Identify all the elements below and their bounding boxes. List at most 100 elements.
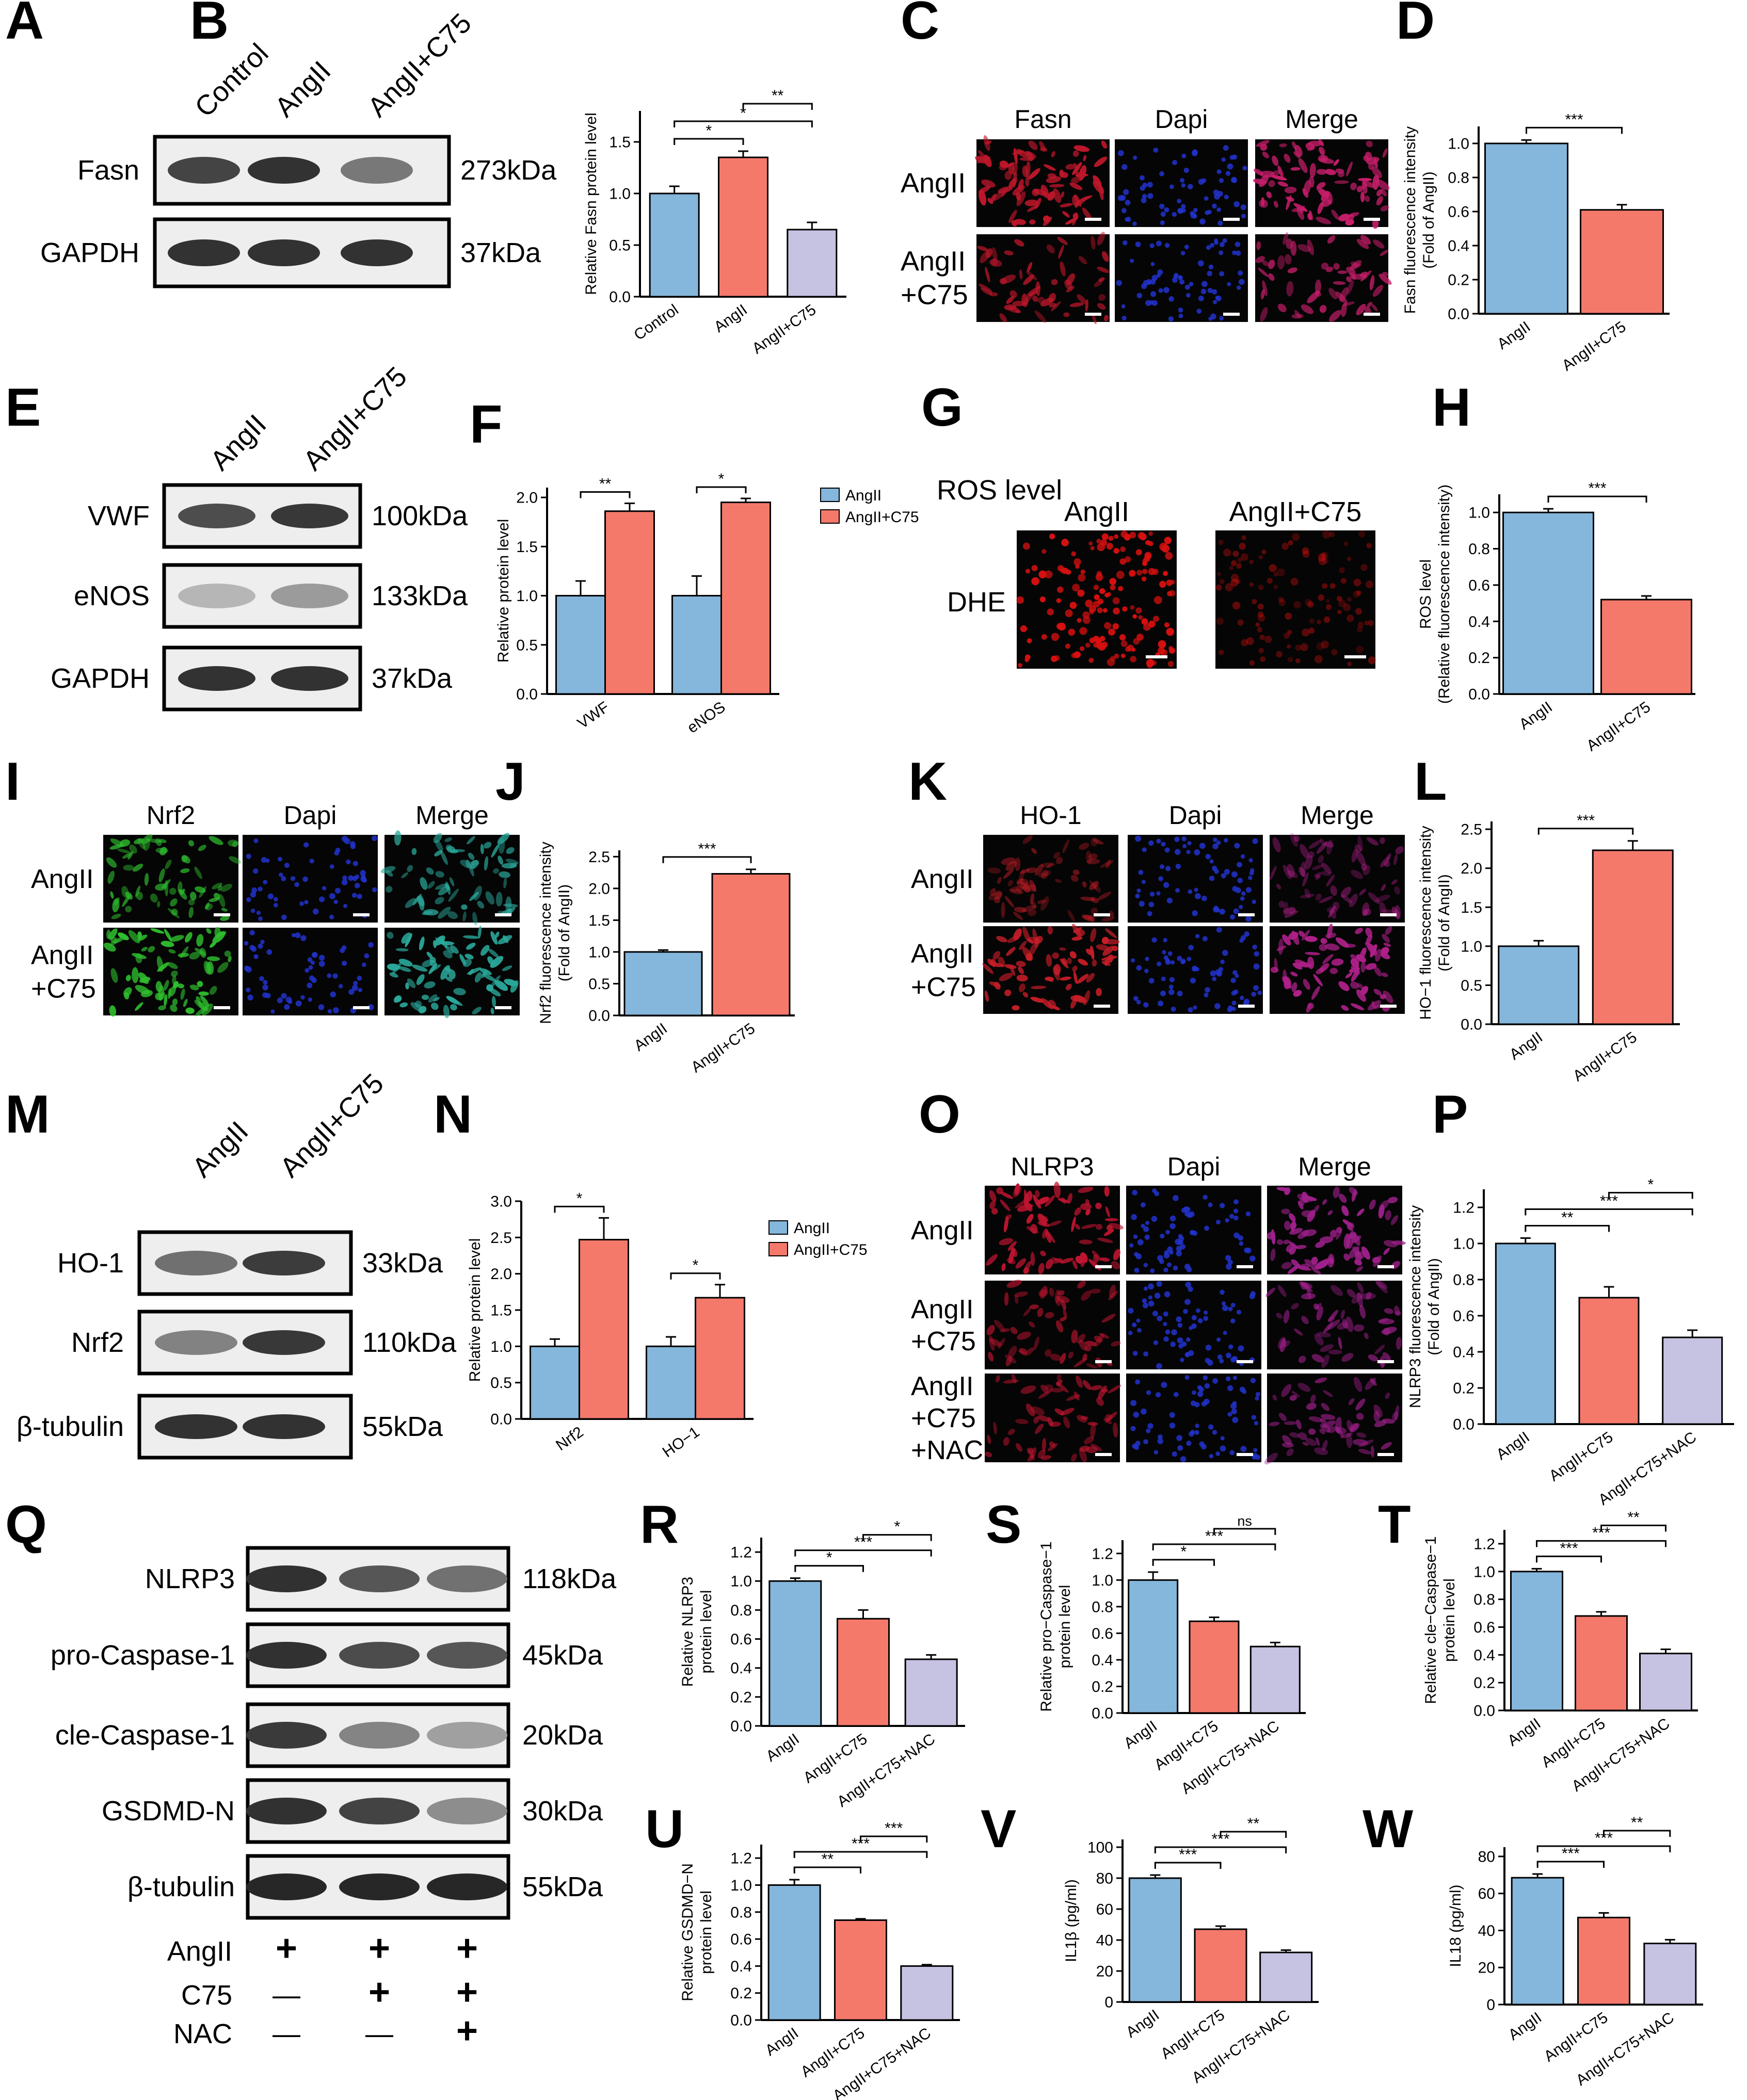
cell-nucleus [334, 850, 340, 856]
cell-nucleus [1130, 1426, 1136, 1431]
y-axis-label: Relative NLRP3 [679, 1577, 696, 1687]
cell-nucleus [1155, 1392, 1161, 1398]
cell-nucleus [1132, 221, 1137, 227]
cell [1016, 974, 1028, 982]
y-tick-label: 0.6 [730, 1631, 752, 1648]
cell-nucleus [260, 940, 265, 944]
cell-nucleus [1208, 1202, 1213, 1207]
cell-nucleus [1244, 931, 1249, 937]
ros-cell [1255, 622, 1260, 627]
cell [1353, 1324, 1365, 1332]
cell [1332, 901, 1340, 910]
cell-nucleus [1160, 212, 1166, 217]
cell [1369, 1199, 1376, 1210]
bar [1495, 1242, 1556, 1425]
cell-nucleus [1150, 1268, 1155, 1273]
cell [1051, 301, 1061, 312]
cell-nucleus [1232, 1417, 1239, 1423]
cell-nucleus [246, 897, 251, 902]
cell [1001, 274, 1016, 284]
blot-kda-label: 37kDa [372, 663, 453, 694]
cell [1380, 205, 1389, 212]
cell [1001, 857, 1016, 865]
cell [1075, 1255, 1083, 1264]
cell [411, 848, 417, 855]
cell [462, 959, 472, 967]
cell-nucleus [327, 973, 332, 978]
ros-cell [1110, 656, 1116, 661]
significance-bracket [1608, 1192, 1693, 1199]
ros-cell [1356, 645, 1364, 654]
cell [1091, 908, 1098, 915]
cell [1391, 907, 1400, 918]
cell-nucleus [1117, 150, 1124, 156]
cell-nucleus [358, 988, 363, 993]
cell [1017, 1331, 1031, 1340]
cell [1272, 1394, 1277, 1401]
ros-cell [1101, 641, 1108, 648]
cell-nucleus [348, 875, 354, 881]
cell-nucleus [1187, 957, 1192, 961]
ros-cell [1258, 648, 1264, 654]
cell [214, 893, 220, 899]
cell [1105, 1206, 1110, 1218]
cell [1047, 1417, 1053, 1427]
cell-nucleus [1185, 1282, 1191, 1288]
ros-cell [1047, 608, 1054, 616]
treatment-label: AngII [167, 1936, 232, 1967]
cell-nucleus [1216, 971, 1223, 977]
cell-nucleus [1160, 1233, 1165, 1239]
cell-nucleus [1186, 850, 1191, 854]
x-tick-label: AngII+C75 [1546, 1429, 1616, 1485]
cell-nucleus [1149, 243, 1155, 248]
cell [1351, 970, 1359, 982]
cell [1367, 301, 1373, 308]
treatment-mark: + [368, 1928, 390, 1969]
legend-label: AngII [845, 487, 881, 504]
cell [1304, 889, 1311, 898]
y-tick-label: 0.2 [1473, 1675, 1495, 1692]
micro-row-label: AngII [901, 168, 966, 199]
micro-image [976, 234, 1110, 322]
cell [1337, 270, 1348, 274]
cell-nucleus [1240, 896, 1245, 901]
cell [1101, 1314, 1116, 1323]
cell [1072, 161, 1082, 175]
cell [203, 960, 211, 974]
cell-nucleus [1230, 1302, 1236, 1307]
y-tick-label: 20 [1478, 1960, 1495, 1977]
cell [444, 976, 453, 982]
cell [1078, 1186, 1094, 1193]
blot-band [178, 504, 255, 528]
ros-cell [1153, 596, 1162, 604]
cell [122, 894, 131, 907]
cell-nucleus [1212, 289, 1217, 295]
bar [1511, 1877, 1564, 2006]
cell-nucleus [245, 966, 252, 973]
ros-cell [1353, 590, 1360, 598]
legend-swatch [820, 509, 840, 524]
y-tick-label: 0 [1486, 1997, 1495, 2014]
cell [1113, 1249, 1120, 1261]
cell [421, 994, 429, 1000]
cell [1314, 1333, 1324, 1346]
cell [1033, 1416, 1039, 1424]
cell [1001, 1263, 1006, 1271]
cell [1000, 1199, 1011, 1211]
ros-cell [1071, 551, 1077, 557]
cell [1022, 835, 1033, 844]
cell [1382, 271, 1389, 277]
cell-nucleus [1208, 1424, 1214, 1430]
cell [1305, 1438, 1317, 1446]
cell [1103, 1229, 1114, 1236]
bar [1639, 1653, 1692, 1711]
cell [488, 988, 501, 997]
blot-kda-label: 100kDa [372, 500, 468, 531]
scale-bar [1238, 1005, 1255, 1008]
cell [1381, 884, 1386, 892]
cell-nucleus [1222, 949, 1228, 956]
cell [1297, 1383, 1311, 1392]
